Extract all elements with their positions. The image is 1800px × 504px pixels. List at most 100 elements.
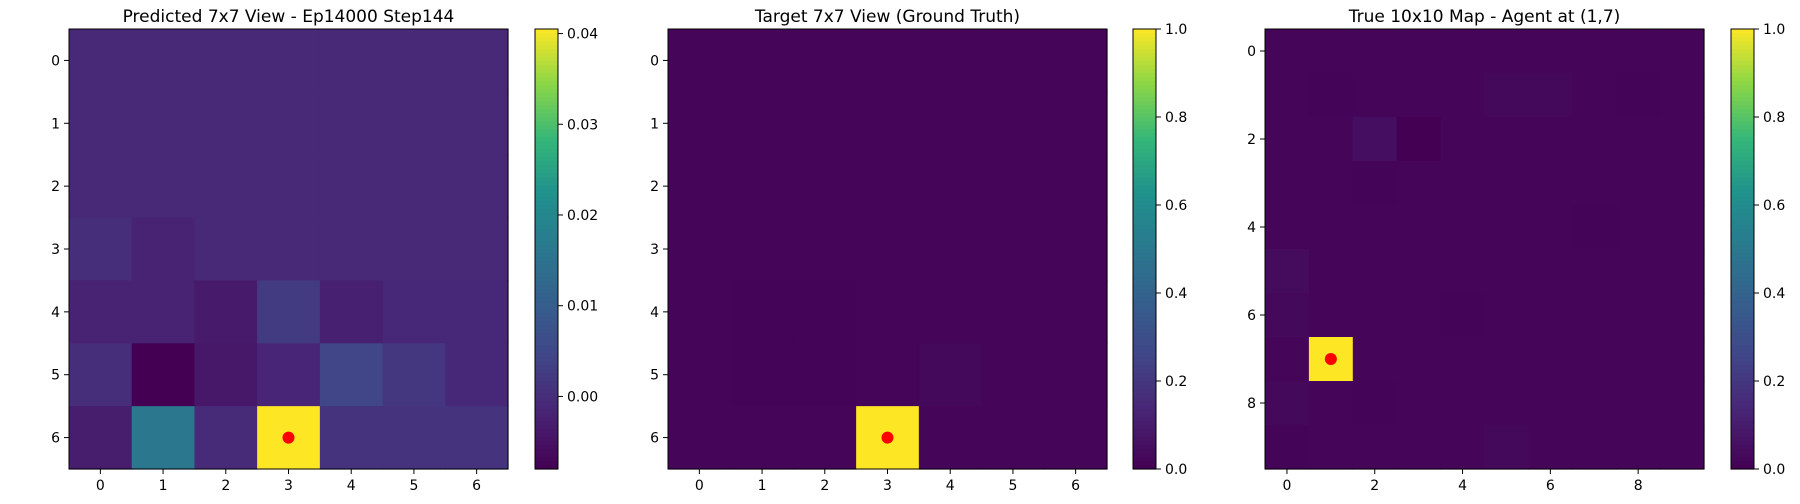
colorbar-band	[1731, 61, 1754, 66]
heatmap-cell	[793, 154, 857, 219]
colorbar-band	[1731, 73, 1754, 78]
colorbar-band	[535, 413, 558, 418]
colorbar-band	[1731, 141, 1754, 146]
heatmap-cell	[257, 29, 321, 93]
colorbar-band	[1133, 337, 1156, 342]
x-tick-label: 6	[1546, 478, 1555, 494]
colorbar-band	[1731, 373, 1754, 378]
colorbar-band	[1133, 377, 1156, 382]
colorbar-band	[1133, 145, 1156, 150]
heatmap-cell	[257, 91, 321, 156]
colorbar-band	[535, 349, 558, 354]
colorbar-band	[535, 285, 558, 290]
colorbar-band	[1133, 69, 1156, 74]
colorbar-band	[535, 169, 558, 174]
x-tick-label: 4	[1458, 478, 1467, 494]
heatmap-cell	[1396, 381, 1442, 426]
colorbar-band	[1731, 193, 1754, 198]
colorbar-band	[1731, 41, 1754, 46]
colorbar-band	[1731, 301, 1754, 306]
colorbar-band	[535, 301, 558, 306]
colorbar-band	[1731, 77, 1754, 82]
heatmap-cell	[1352, 249, 1398, 294]
heatmap-cell	[1352, 425, 1398, 470]
heatmap-cell	[131, 91, 196, 156]
heatmap-panel-1: Target 7x7 View (Ground Truth) 0 1 2 3 4 5 6 0 1 2…	[650, 7, 1187, 494]
y-tick-label: 5	[650, 368, 659, 384]
colorbar-band	[535, 369, 558, 374]
colorbar-band	[1133, 413, 1156, 418]
colorbar-band	[1731, 269, 1754, 274]
colorbar-frame	[1132, 28, 1157, 470]
heatmap-cell	[382, 217, 446, 282]
colorbar-band	[1133, 265, 1156, 270]
colorbar-band	[535, 37, 558, 42]
colorbar-band	[1731, 273, 1754, 278]
colorbar-band	[1133, 217, 1156, 222]
x-tick-label: 0	[1282, 478, 1291, 494]
colorbar-band	[1731, 117, 1754, 122]
x-tick-label: 2	[221, 478, 230, 494]
heatmap-cell	[1396, 117, 1442, 162]
colorbar-band	[1731, 93, 1754, 98]
heatmap-cell	[1484, 29, 1529, 74]
colorbar-band	[1731, 177, 1754, 182]
heatmap-cell	[1308, 205, 1354, 250]
heatmap-cell	[1528, 425, 1573, 470]
heatmap-cell	[1572, 381, 1617, 426]
heatmap-cell	[856, 280, 920, 344]
colorbar-band	[1731, 305, 1754, 310]
x-tick-label: 0	[695, 478, 704, 494]
heatmap-cell	[69, 280, 133, 344]
colorbar-band	[535, 133, 558, 138]
colorbar-band	[535, 53, 558, 58]
heatmap-cell	[1660, 161, 1705, 206]
heatmap-cell	[1616, 293, 1661, 338]
heatmap-cell	[1044, 217, 1108, 282]
heatmap-cell	[730, 29, 795, 93]
colorbar-band	[1731, 397, 1754, 402]
colorbar-band	[1133, 385, 1156, 390]
colorbar-band	[535, 149, 558, 154]
heatmap-cell	[1265, 161, 1310, 206]
colorbar-band	[1133, 229, 1156, 234]
heatmap-cell	[1572, 337, 1617, 382]
heatmap-cell	[1440, 73, 1486, 118]
heatmap-cell	[1308, 249, 1354, 294]
colorbar-band	[1731, 233, 1754, 238]
colorbar-band	[1133, 445, 1156, 450]
colorbar-band	[1133, 461, 1156, 466]
heatmap-cell	[1572, 205, 1617, 250]
colorbar-band	[1133, 201, 1156, 206]
heatmap-cell	[918, 29, 983, 93]
heatmap-cell	[1396, 29, 1442, 74]
colorbar-band	[535, 401, 558, 406]
heatmap-cell	[319, 280, 384, 344]
heatmap-cell	[131, 343, 196, 407]
colorbar-band	[1133, 349, 1156, 354]
colorbar-band	[1133, 61, 1156, 66]
colorbar-frame	[534, 28, 559, 470]
colorbar-band	[1731, 377, 1754, 382]
colorbar-band	[1731, 121, 1754, 126]
colorbar-band	[535, 181, 558, 186]
heatmap-cell	[1616, 117, 1661, 162]
colorbar-band	[535, 193, 558, 198]
colorbar-band	[1133, 193, 1156, 198]
heatmap-cell	[257, 343, 321, 407]
y-tick-label: 5	[51, 368, 60, 384]
heatmap-cell	[194, 280, 258, 344]
colorbar-band	[535, 441, 558, 446]
colorbar-tick-label: 0.4	[1763, 286, 1785, 302]
colorbar-band	[1133, 141, 1156, 146]
heatmap-cell	[1528, 249, 1573, 294]
heatmap-cell	[1572, 29, 1617, 74]
colorbar-band	[535, 417, 558, 422]
colorbar-band	[1731, 145, 1754, 150]
colorbar-band	[535, 165, 558, 170]
heatmap-cell	[1616, 161, 1661, 206]
colorbar-band	[1133, 53, 1156, 58]
heatmap-cell	[1572, 249, 1617, 294]
x-tick-label: 6	[472, 478, 481, 494]
